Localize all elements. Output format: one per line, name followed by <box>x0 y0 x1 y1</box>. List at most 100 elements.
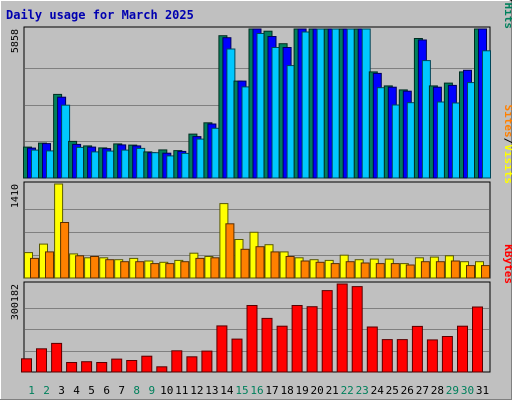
kbytes-bar-kbytes-day-22 <box>336 283 348 373</box>
day-label-4: 4 <box>73 384 80 397</box>
visits-bar-sites-day-11 <box>180 261 190 279</box>
visits-bar-sites-day-30 <box>466 265 475 279</box>
kbytes-bar-kbytes-day-21 <box>321 290 333 373</box>
visits-bar-sites-day-19 <box>300 260 310 279</box>
day-label-28: 28 <box>431 384 444 397</box>
visits-bar-sites-day-24 <box>375 263 385 279</box>
visits-y-max-label: 1410 <box>10 184 21 208</box>
kbytes-bar-kbytes-day-7 <box>111 358 123 373</box>
kbytes-bar-kbytes-day-15 <box>231 338 243 373</box>
kbytes-bar-kbytes-day-4 <box>66 362 78 373</box>
day-label-8: 8 <box>133 384 140 397</box>
day-label-16: 16 <box>250 384 263 397</box>
hits-legend-entry: Hits <box>502 3 512 30</box>
visits-bar-sites-day-13 <box>210 257 220 279</box>
day-label-3: 3 <box>58 384 65 397</box>
visits-bar-sites-day-6 <box>105 259 115 279</box>
kbytes-bar-kbytes-day-5 <box>81 361 93 373</box>
visits-bar-sites-day-23 <box>360 262 370 279</box>
day-label-14: 14 <box>220 384 234 397</box>
day-label-30: 30 <box>461 384 474 397</box>
visits-panel: 1410 Sites/Visits <box>10 105 512 279</box>
day-label-1: 1 <box>28 384 35 397</box>
hits-legend-entry: / <box>502 0 512 3</box>
kbytes-y-max-label: 300182 <box>10 284 21 320</box>
visits-bar-sites-day-8 <box>135 261 145 279</box>
hits-bar-pages-day-31 <box>482 50 491 179</box>
visits-bar-sites-day-5 <box>90 256 100 279</box>
visits-bar-sites-day-28 <box>435 261 445 279</box>
visits-bar-sites-day-31 <box>481 265 490 279</box>
day-label-18: 18 <box>280 384 293 397</box>
day-label-10: 10 <box>160 384 173 397</box>
day-label-17: 17 <box>265 384 278 397</box>
day-label-5: 5 <box>88 384 95 397</box>
kbytes-bar-kbytes-day-10 <box>156 366 168 373</box>
kbytes-bar-kbytes-day-11 <box>171 350 183 373</box>
kbytes-bar-kbytes-day-26 <box>396 339 408 373</box>
kbytes-bar-kbytes-day-23 <box>351 286 363 373</box>
kbytes-bar-kbytes-day-28 <box>426 339 438 373</box>
visits-legend: Sites/Visits <box>502 105 512 185</box>
kbytes-bar-kbytes-day-17 <box>261 317 273 373</box>
day-label-2: 2 <box>43 384 50 397</box>
kbytes-bar-kbytes-day-30 <box>457 325 468 373</box>
visits-bar-sites-day-9 <box>150 263 160 279</box>
visits-bar-sites-day-18 <box>285 256 295 279</box>
visits-legend-entry: Visits <box>502 144 512 184</box>
kbytes-bar-kbytes-day-3 <box>51 342 63 373</box>
visits-bar-sites-day-25 <box>390 263 400 279</box>
day-label-9: 9 <box>148 384 155 397</box>
kbytes-legend-entry: KBytes <box>502 244 512 284</box>
hits-panel: 5858 Pages/Files/Hits <box>10 0 512 179</box>
visits-bar-sites-day-4 <box>75 255 85 279</box>
visits-legend-entry: Sites <box>502 105 512 138</box>
day-label-15: 15 <box>235 384 248 397</box>
chart-title: Daily usage for March 2025 <box>6 8 194 22</box>
day-label-20: 20 <box>310 384 323 397</box>
kbytes-bar-kbytes-day-20 <box>306 306 318 373</box>
day-label-31: 31 <box>476 384 489 397</box>
day-label-24: 24 <box>371 384 385 397</box>
kbytes-bar-kbytes-day-18 <box>276 325 288 373</box>
visits-bar-sites-day-3 <box>60 222 70 279</box>
visits-bar-sites-day-21 <box>330 263 340 279</box>
kbytes-bar-kbytes-day-31 <box>472 306 483 373</box>
day-label-25: 25 <box>386 384 399 397</box>
visits-bar-sites-day-14 <box>225 223 235 279</box>
kbytes-bar-kbytes-day-25 <box>381 339 393 373</box>
kbytes-legend: KBytes <box>502 244 512 284</box>
kbytes-bar-kbytes-day-9 <box>141 355 153 373</box>
day-label-6: 6 <box>103 384 110 397</box>
kbytes-bar-kbytes-day-19 <box>291 305 303 373</box>
kbytes-bar-kbytes-day-27 <box>411 325 423 373</box>
day-label-11: 11 <box>175 384 188 397</box>
hits-y-max-label: 5858 <box>10 29 21 53</box>
visits-bar-sites-day-16 <box>255 246 265 279</box>
kbytes-bar-kbytes-day-29 <box>441 336 453 373</box>
day-label-12: 12 <box>190 384 203 397</box>
visits-bar-sites-day-2 <box>45 251 54 279</box>
hits-legend: Pages/Files/Hits <box>502 0 512 29</box>
kbytes-bar-kbytes-day-16 <box>246 305 258 373</box>
day-label-13: 13 <box>205 384 218 397</box>
x-axis-day-labels: 1 2 3 4 5 6 7 8 9 10 11 12 13 14 15 16 17 18 19 20 21 22 23 24 2… <box>28 384 489 397</box>
day-label-29: 29 <box>446 384 459 397</box>
visits-bar-sites-day-10 <box>165 263 175 279</box>
kbytes-bar-kbytes-day-6 <box>96 362 108 373</box>
visits-bar-sites-day-27 <box>420 261 430 279</box>
kbytes-bar-kbytes-day-24 <box>366 326 378 373</box>
visits-bar-sites-day-29 <box>450 260 460 279</box>
kbytes-bar-kbytes-day-8 <box>126 360 138 373</box>
kbytes-bar-kbytes-day-2 <box>36 348 47 373</box>
visits-legend-entry: / <box>502 138 512 145</box>
day-label-19: 19 <box>295 384 308 397</box>
kbytes-panel: 300182 KBytes <box>10 244 512 373</box>
visits-bar-sites-day-20 <box>315 261 325 279</box>
visits-bar-sites-day-12 <box>195 257 205 279</box>
day-label-27: 27 <box>416 384 429 397</box>
day-label-23: 23 <box>356 384 369 397</box>
day-label-7: 7 <box>118 384 125 397</box>
visits-bar-sites-day-7 <box>120 261 130 279</box>
